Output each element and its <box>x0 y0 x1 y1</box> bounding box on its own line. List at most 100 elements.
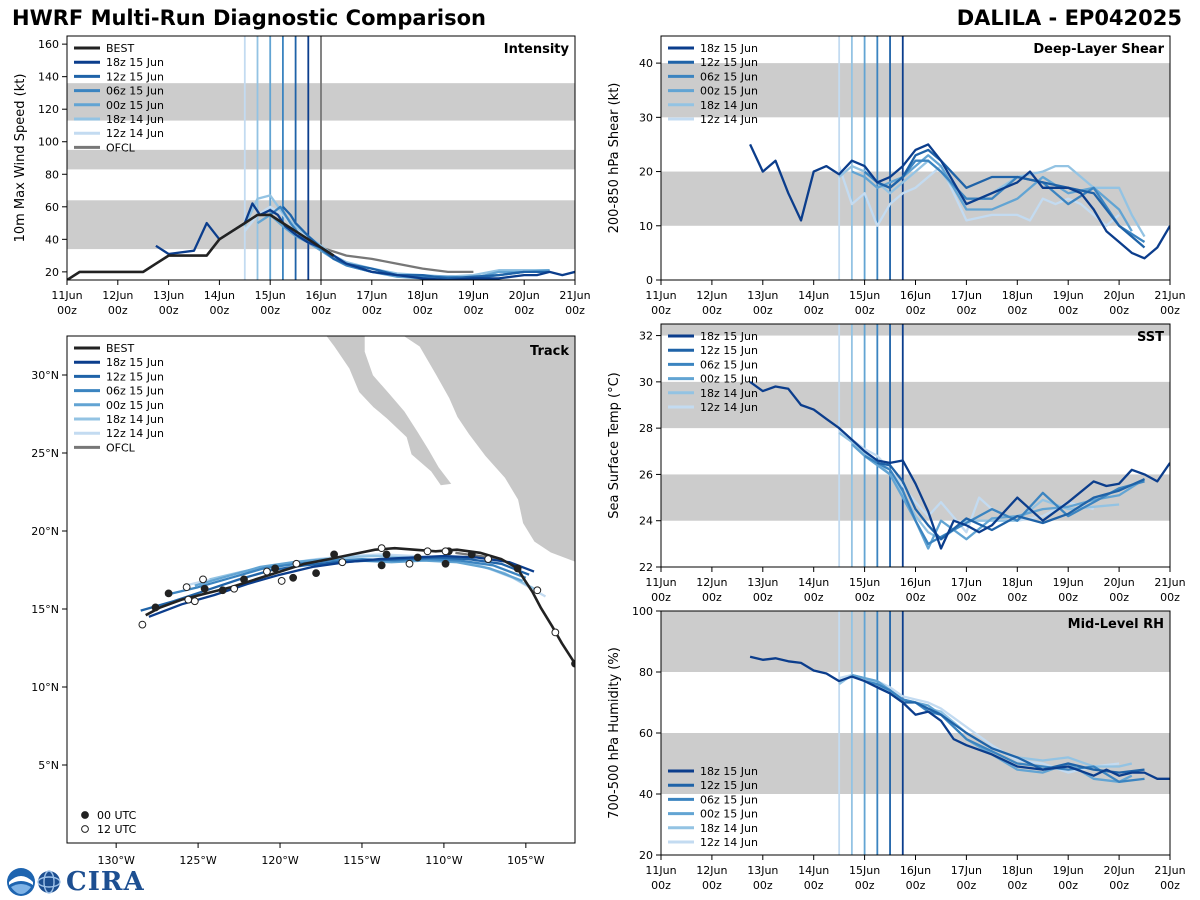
sst-xtick-hour: 00z <box>804 591 824 604</box>
sst-xtick-date: 19Jun <box>1053 576 1084 589</box>
sst-xtick-hour: 00z <box>1109 591 1129 604</box>
intensity-legend-label: 00z 15 Jun <box>106 99 164 112</box>
globe-icon <box>37 870 61 894</box>
shear-legend-label: 18z 15 Jun <box>700 42 758 55</box>
shear-legend-label: 12z 14 Jun <box>700 113 758 126</box>
rh-legend-label: 18z 14 Jun <box>700 822 758 835</box>
intensity-title: Intensity <box>504 42 570 57</box>
intensity-xtick-hour: 00z <box>464 304 484 317</box>
shear-xtick-date: 14Jun <box>798 289 829 302</box>
track-xtick-label: 105°W <box>507 854 544 867</box>
sst-panel: 22 24 26 28 30 32 11Jun 00z 12Jun 00z 13Jun 00z 14Ju… <box>607 323 1186 604</box>
rh-xtick-date: 12Jun <box>696 864 727 877</box>
shear-band <box>661 171 1170 226</box>
track-legend-label: 18z 14 Jun <box>106 413 164 426</box>
track-legend-label: 12z 15 Jun <box>106 370 164 383</box>
rh-series-18z-15-jun <box>749 655 1170 780</box>
track-panel: 5°N 10°N 15°N 20°N 25°N 30°N 130°W 125°W 120°W 11… <box>31 335 576 867</box>
shear-xtick-date: 17Jun <box>951 289 982 302</box>
track-point-00utc <box>289 573 298 582</box>
track-point-00utc <box>441 559 450 568</box>
track-point-12utc <box>182 583 191 592</box>
sst-xtick-hour: 00z <box>702 591 722 604</box>
shear-xtick-hour: 00z <box>906 304 926 317</box>
track-series-best <box>145 546 575 665</box>
rh-xtick-date: 18Jun <box>1002 864 1033 877</box>
track-xtick-label: 120°W <box>261 854 298 867</box>
rh-ylabel: 700-500 hPa Humidity (%) <box>607 647 622 819</box>
sst-xtick-date: 12Jun <box>696 576 727 589</box>
track-point-12utc <box>484 555 493 563</box>
shear-series-18z-15-jun <box>749 143 1170 260</box>
shear-xtick-hour: 00z <box>855 304 875 317</box>
track-xtick-label: 130°W <box>97 854 134 867</box>
sst-xtick-hour: 00z <box>1160 591 1180 604</box>
rh-xtick-hour: 00z <box>1058 879 1078 892</box>
shear-legend-label: 00z 15 Jun <box>700 85 758 98</box>
track-point-00utc <box>218 586 227 595</box>
track-point-12utc <box>138 620 147 629</box>
track-point-00utc <box>382 550 391 559</box>
shear-ytick-label: 0 <box>646 274 653 287</box>
rh-ytick-label: 60 <box>639 727 653 740</box>
shear-xtick-date: 16Jun <box>900 289 931 302</box>
rh-xtick-date: 19Jun <box>1053 864 1084 877</box>
sst-title: SST <box>1137 330 1164 345</box>
track-point-00utc <box>513 564 522 573</box>
track-xtick-label: 115°W <box>343 854 380 867</box>
rh-xtick-hour: 00z <box>906 879 926 892</box>
sst-legend-label: 12z 15 Jun <box>700 344 758 357</box>
sst-xtick-date: 14Jun <box>798 576 829 589</box>
intensity-xtick-hour: 00z <box>108 304 128 317</box>
intensity-xtick-date: 12Jun <box>102 289 133 302</box>
shear-ytick-label: 10 <box>639 220 653 233</box>
rh-legend-label: 12z 14 Jun <box>700 836 758 849</box>
track-point-12utc <box>190 597 199 606</box>
track-frame <box>66 335 576 844</box>
intensity-legend-label: 18z 15 Jun <box>106 56 164 69</box>
track-point-12utc <box>230 584 239 593</box>
shear-legend-label: 18z 14 Jun <box>700 99 758 112</box>
intensity-xtick-hour: 00z <box>210 304 230 317</box>
intensity-xtick-date: 19Jun <box>458 289 489 302</box>
shear-xtick-date: 13Jun <box>747 289 778 302</box>
intensity-ytick-label: 40 <box>45 233 59 246</box>
shear-band <box>661 63 1170 118</box>
shear-xtick-date: 18Jun <box>1002 289 1033 302</box>
shear-xtick-date: 19Jun <box>1053 289 1084 302</box>
shear-xtick-hour: 00z <box>651 304 671 317</box>
intensity-ytick-label: 140 <box>38 71 59 84</box>
rh-ytick-label: 20 <box>639 849 653 862</box>
shear-panel: 0 10 20 30 40 11Jun 00z 12Jun 00z 13Jun 00z 14Jun 00… <box>607 35 1186 317</box>
sst-ytick-label: 22 <box>639 561 653 574</box>
sst-band <box>661 381 1170 429</box>
sst-series-12z-15-jun <box>877 461 1145 541</box>
intensity-legend-label: BEST <box>106 42 134 55</box>
rh-xtick-hour: 00z <box>1109 879 1129 892</box>
sst-series-06z-15-jun <box>864 454 1145 546</box>
rh-ytick-label: 100 <box>632 605 653 618</box>
track-marker-legend-12utc <box>81 825 89 833</box>
sst-ylabel: Sea Surface Temp (°C) <box>607 372 622 519</box>
sst-ytick-label: 26 <box>639 468 653 481</box>
rh-xtick-hour: 00z <box>702 879 722 892</box>
sst-xtick-date: 11Jun <box>645 576 676 589</box>
intensity-xtick-hour: 00z <box>514 304 534 317</box>
track-point-12utc <box>277 577 286 585</box>
sst-xtick-date: 20Jun <box>1104 576 1135 589</box>
track-legend-label: 12z 14 Jun <box>106 427 164 440</box>
shear-xtick-hour: 00z <box>1007 304 1027 317</box>
sst-xtick-hour: 00z <box>906 591 926 604</box>
intensity-legend-label: 06z 15 Jun <box>106 85 164 98</box>
intensity-xtick-date: 20Jun <box>509 289 540 302</box>
track-point-12utc <box>423 547 432 556</box>
intensity-legend-label: 12z 15 Jun <box>106 70 164 83</box>
track-ytick-label: 10°N <box>31 681 59 694</box>
rh-xtick-date: 11Jun <box>645 864 676 877</box>
track-marker-legend-00utc <box>81 811 89 819</box>
intensity-ytick-label: 60 <box>45 201 59 214</box>
rh-ytick-label: 40 <box>639 788 653 801</box>
sst-xtick-hour: 00z <box>957 591 977 604</box>
intensity-series-best <box>67 213 335 280</box>
track-point-00utc <box>151 603 160 612</box>
